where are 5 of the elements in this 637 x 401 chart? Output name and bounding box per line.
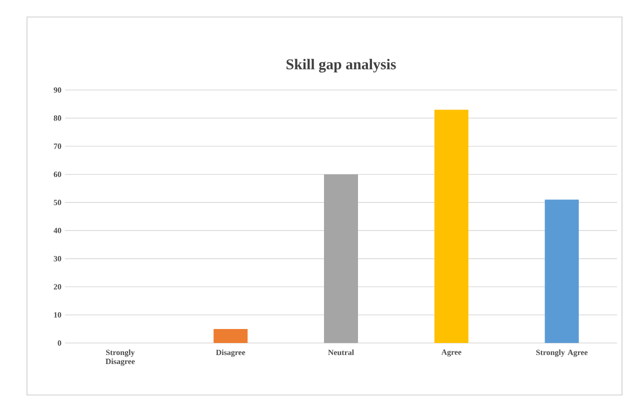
bar [324,174,358,343]
bar [434,110,468,343]
bar [544,200,579,343]
chart-title: Skill gap analysis [286,58,396,73]
bar [214,328,248,343]
